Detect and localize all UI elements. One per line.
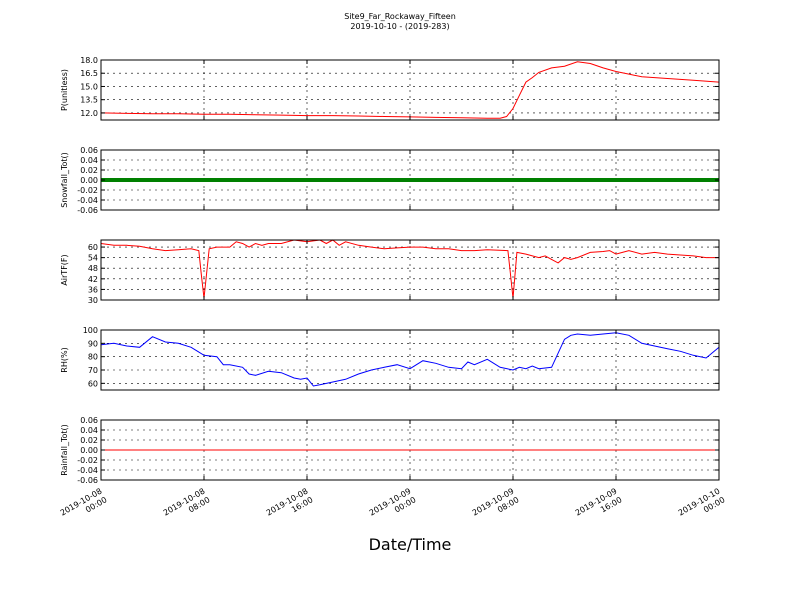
chart-title: Site9_Far_Rockaway_Fifteen [344, 12, 456, 21]
y-tick-label: 16.5 [80, 69, 98, 78]
y-tick-label: 12.0 [80, 109, 98, 118]
y-tick-label: 0.06 [80, 416, 98, 425]
y-tick-label: -0.06 [77, 476, 98, 485]
y-tick-label: 0.02 [80, 436, 98, 445]
y-tick-label: -0.06 [77, 206, 98, 215]
y-tick-label: 0.04 [80, 156, 98, 165]
series-line-1 [100, 61, 720, 119]
y-tick-label: 0.00 [80, 176, 98, 185]
chart-subtitle: 2019-10-10 - (2019-283) [350, 22, 449, 31]
y-tick-label: 15.0 [80, 82, 98, 91]
y-tick-label: 70 [88, 366, 98, 375]
y-tick-label: 54 [88, 254, 98, 263]
y-tick-label: 60 [88, 379, 98, 388]
y-tick-label: 0.02 [80, 166, 98, 175]
y-tick-label: 13.5 [80, 96, 98, 105]
y-tick-label: 0.04 [80, 426, 98, 435]
y-tick-label: 80 [88, 353, 98, 362]
y-tick-label: 0.00 [80, 446, 98, 455]
y-axis-label: Snowfall_Tot() [60, 152, 69, 208]
y-tick-label: 0.06 [80, 146, 98, 155]
subplot-1: 12.0 13.5 15.0 16.5 18.0 P(unitless) [60, 56, 720, 121]
subplot-5: -0.06-0.04-0.020.000.020.040.06 Rainfall_… [60, 416, 720, 485]
y-axis-label: RH(%) [60, 347, 69, 372]
y-tick-label: 36 [88, 285, 98, 294]
y-tick-label: 42 [88, 275, 98, 284]
y-axis-label: AirTF(F) [60, 254, 69, 285]
y-tick-label: -0.02 [77, 456, 98, 465]
series-line-4 [100, 332, 720, 387]
y-tick-label: -0.02 [77, 186, 98, 195]
y-tick-label: -0.04 [77, 466, 98, 475]
x-axis-label: Date/Time [369, 535, 452, 554]
y-tick-label: 60 [88, 243, 98, 252]
y-tick-label: 100 [83, 326, 98, 335]
y-axis-label: Rainfall_Tot() [60, 424, 69, 476]
series-line-3 [100, 239, 719, 299]
subplots: 12.013.515.016.518.0P(unitless)-0.06-0.0… [60, 56, 720, 485]
y-tick-label: 30 [88, 296, 98, 305]
y-tick-label: 18.0 [80, 56, 98, 65]
y-tick-label: 48 [88, 264, 98, 273]
y-tick-label: -0.04 [77, 196, 98, 205]
y-axis-label: P(unitless) [60, 69, 69, 111]
subplot-2: -0.06-0.04-0.020.000.020.040.06 Snowfall_… [60, 146, 720, 215]
y-tick-label: 90 [88, 339, 98, 348]
subplot-4: 60 70 80 90 100 RH(%) [60, 326, 720, 391]
